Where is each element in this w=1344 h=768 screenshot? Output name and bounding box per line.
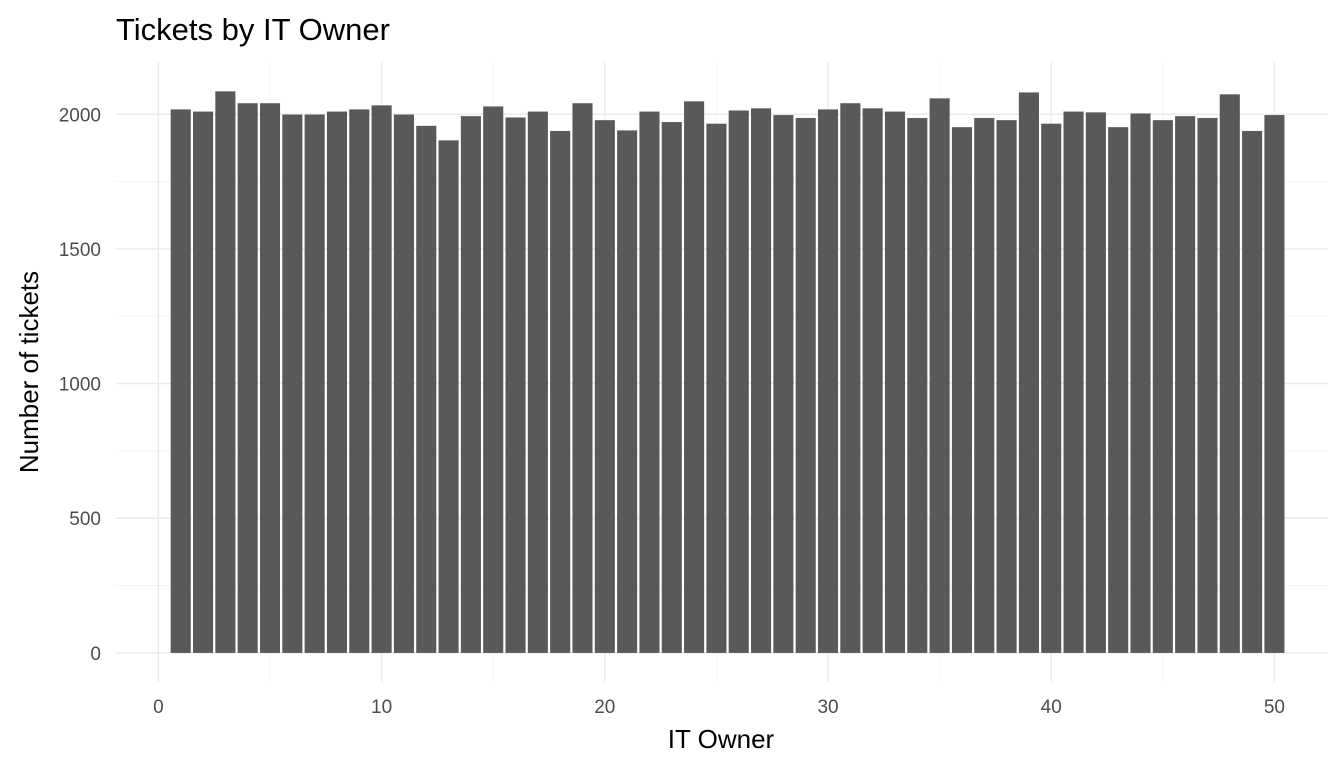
bar-owner-3 xyxy=(215,91,236,653)
bar-owner-41 xyxy=(1063,111,1084,653)
bar-owner-39 xyxy=(1018,92,1039,653)
bar-owner-21 xyxy=(617,130,638,653)
x-tick-label: 0 xyxy=(153,697,164,718)
x-tick-label: 30 xyxy=(817,697,838,718)
bar-owner-48 xyxy=(1219,94,1240,653)
y-axis-title: Number of tickets xyxy=(14,271,44,473)
bar-owner-47 xyxy=(1197,118,1218,653)
bar-owner-26 xyxy=(728,110,749,653)
bar-owner-43 xyxy=(1108,127,1129,653)
bar-owner-50 xyxy=(1264,115,1285,653)
bar-owner-19 xyxy=(572,103,593,653)
bar-owner-16 xyxy=(505,117,526,653)
y-tick-label: 2000 xyxy=(59,105,101,126)
x-tick-label: 50 xyxy=(1264,697,1285,718)
bar-owner-11 xyxy=(393,114,414,653)
bar-owner-10 xyxy=(371,105,392,653)
x-tick-label: 10 xyxy=(371,697,392,718)
bar-owner-9 xyxy=(349,109,370,653)
bar-owner-25 xyxy=(706,123,727,653)
y-tick-label: 500 xyxy=(69,509,101,530)
bar-owner-4 xyxy=(237,103,258,653)
x-axis-title: IT Owner xyxy=(668,724,775,754)
bar-owner-14 xyxy=(460,116,481,653)
y-tick-label: 1500 xyxy=(59,240,101,261)
bar-owner-15 xyxy=(483,106,504,653)
x-tick-label: 20 xyxy=(594,697,615,718)
bar-owner-13 xyxy=(438,140,459,653)
bar-owner-8 xyxy=(326,111,348,653)
bar-owner-20 xyxy=(594,120,615,653)
bar-owner-37 xyxy=(974,118,995,653)
bar-owner-46 xyxy=(1175,116,1196,653)
bar-owner-42 xyxy=(1085,112,1106,653)
bar-owner-38 xyxy=(996,120,1017,653)
bar-owner-24 xyxy=(684,101,705,653)
bar-owner-6 xyxy=(282,114,303,653)
bar-owner-32 xyxy=(862,108,883,653)
bar-owner-49 xyxy=(1242,130,1263,653)
bar-owner-29 xyxy=(795,118,816,653)
bar-owner-31 xyxy=(840,103,861,653)
bar-owner-7 xyxy=(304,114,325,653)
bar-owner-18 xyxy=(550,130,571,653)
bar-owner-33 xyxy=(884,111,906,653)
bars-layer xyxy=(170,91,1285,653)
bar-owner-36 xyxy=(951,127,972,653)
bar-owner-5 xyxy=(259,103,281,653)
y-tick-label: 0 xyxy=(90,644,101,665)
y-tick-label: 1000 xyxy=(59,375,101,396)
chart-title: Tickets by IT Owner xyxy=(116,12,390,47)
x-tick-label: 40 xyxy=(1041,697,1062,718)
bar-owner-35 xyxy=(929,98,950,653)
bar-owner-28 xyxy=(773,115,794,653)
bar-owner-12 xyxy=(416,125,437,653)
bar-owner-44 xyxy=(1130,113,1151,653)
bar-owner-30 xyxy=(817,109,839,653)
bar-owner-23 xyxy=(661,122,682,653)
bar-owner-45 xyxy=(1152,120,1173,653)
bar-owner-34 xyxy=(907,118,928,653)
bar-owner-2 xyxy=(193,111,214,653)
bar-owner-40 xyxy=(1041,123,1062,653)
bar-owner-22 xyxy=(639,111,660,653)
bar-owner-17 xyxy=(527,111,548,653)
bar-owner-1 xyxy=(170,109,191,653)
bar-owner-27 xyxy=(751,108,772,653)
